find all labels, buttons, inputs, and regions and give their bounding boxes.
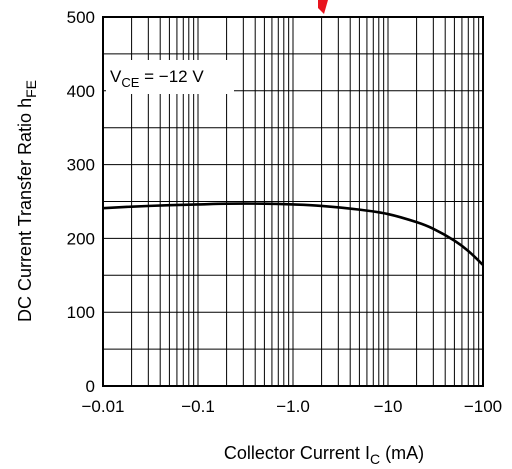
x-tick-label: −0.1	[181, 397, 215, 416]
x-tick-label: −1.0	[276, 397, 310, 416]
y-tick-label: 400	[67, 82, 95, 101]
x-axis-subscript: C	[370, 451, 380, 467]
annotation-background	[106, 60, 234, 94]
x-axis-title: Collector Current IC (mA)	[224, 443, 424, 467]
y-tick-label: 200	[67, 229, 95, 248]
x-axis-label: Collector Current	[224, 443, 360, 463]
red-mark-decoration	[318, 0, 328, 14]
y-axis-subscript: FE	[23, 80, 39, 98]
x-axis-symbol: I	[365, 443, 370, 463]
y-tick-label: 100	[67, 303, 95, 322]
hfe-curve	[102, 202, 484, 266]
vce-subscript: CE	[121, 75, 139, 90]
vce-annotation: VCE = −12 V	[110, 67, 204, 90]
x-tick-label: −0.01	[81, 397, 124, 416]
y-tick-label: 500	[67, 8, 95, 27]
y-tick-label: 300	[67, 156, 95, 175]
data-series	[102, 202, 484, 266]
y-axis-title: DC Current Transfer Ratio hFE	[15, 80, 39, 322]
x-axis-unit: (mA)	[385, 443, 424, 463]
y-tick-labels: 0 100 200 300 400 500	[67, 8, 95, 396]
x-tick-label: −100	[464, 397, 502, 416]
x-tick-labels: −0.01 −0.1 −1.0 −10 −100	[81, 397, 502, 416]
vce-symbol: V	[110, 67, 122, 86]
y-axis-label: DC Current Transfer Ratio	[15, 113, 35, 322]
y-tick-label: 0	[86, 377, 95, 396]
vce-value: = −12 V	[139, 67, 204, 86]
plot-frame	[102, 16, 484, 387]
x-tick-label: −10	[374, 397, 403, 416]
y-axis-symbol: h	[15, 98, 35, 108]
